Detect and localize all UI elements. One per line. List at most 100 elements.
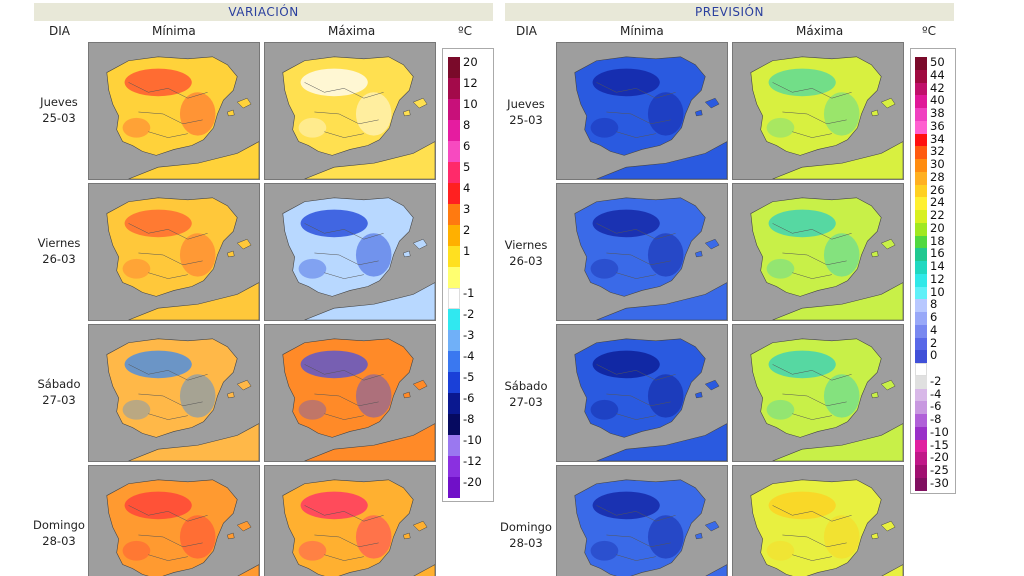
left-maxima-header: Máxima bbox=[328, 24, 376, 38]
prevision-legend: 50 44 42 40 38 36 34 32 30 28 26 24 22 20 18 16 14 12 10 8 6… bbox=[910, 48, 956, 494]
prevision-legend-swatch-24 bbox=[915, 363, 927, 376]
prevision-legend-label-25: -2 bbox=[930, 373, 942, 388]
variacion-legend-label-15: -5 bbox=[463, 370, 475, 384]
prevision-legend-swatch-17 bbox=[915, 273, 927, 287]
map-var-max-day-1 bbox=[264, 183, 436, 321]
prevision-legend-swatch-32 bbox=[915, 465, 927, 478]
prevision-legend-swatch-23 bbox=[915, 350, 927, 363]
prevision-legend-swatch-27 bbox=[915, 401, 927, 414]
prevision-legend-swatch-7 bbox=[915, 146, 927, 159]
prevision-legend-scale: 50 44 42 40 38 36 34 32 30 28 26 24 22 20 18 16 14 12 10 8 6… bbox=[915, 55, 955, 491]
prevision-legend-label-11: 24 bbox=[930, 195, 945, 210]
left-day-label-1: Viernes 26-03 bbox=[37, 236, 81, 266]
prevision-legend-swatch-25 bbox=[915, 375, 927, 389]
prevision-legend-label-2: 42 bbox=[930, 80, 945, 95]
variacion-legend-swatch-14 bbox=[448, 351, 460, 372]
variacion-legend-label-18: -10 bbox=[463, 433, 482, 447]
prevision-legend-label-1: 44 bbox=[930, 67, 945, 82]
prevision-legend-swatch-0 bbox=[915, 57, 927, 70]
variacion-legend-swatch-4 bbox=[448, 141, 460, 162]
right-minima-header: Mínima bbox=[620, 24, 664, 38]
variacion-legend-swatch-12 bbox=[448, 309, 460, 330]
variacion-legend-swatch-5 bbox=[448, 162, 460, 183]
map-var-min-day-3 bbox=[88, 465, 260, 576]
variacion-legend-swatch-19 bbox=[448, 456, 460, 477]
prevision-legend-label-28: -8 bbox=[930, 412, 942, 426]
prevision-legend-swatch-15 bbox=[915, 248, 927, 261]
prevision-legend-swatch-19 bbox=[915, 299, 927, 312]
variacion-legend-scale: 20 12 10 8 6 5 4 3 2 1 -1 -2 -3 -4 -5 -6 -8 -10 -12 -20 bbox=[448, 55, 492, 498]
prevision-legend-label-30: -15 bbox=[930, 437, 949, 452]
prevision-legend-label-26: -4 bbox=[930, 386, 942, 401]
variacion-legend-label-7: 3 bbox=[463, 202, 471, 216]
variacion-legend-swatch-20 bbox=[448, 477, 460, 498]
prevision-legend-label-6: 34 bbox=[930, 131, 945, 146]
prevision-legend-label-18: 10 bbox=[930, 284, 945, 299]
variacion-legend-label-13: -3 bbox=[463, 328, 475, 342]
variacion-title: VARIACIÓN bbox=[34, 3, 493, 21]
prevision-legend-label-4: 38 bbox=[930, 106, 945, 120]
prevision-legend-label-23: 0 bbox=[930, 348, 938, 363]
left-minima-header: Mínima bbox=[152, 24, 196, 38]
map-prev-max-day-2 bbox=[732, 324, 904, 462]
prevision-legend-label-8: 30 bbox=[930, 157, 945, 171]
variacion-legend-label-11: -1 bbox=[463, 286, 475, 300]
prevision-legend-label-13: 20 bbox=[930, 220, 945, 235]
prevision-legend-label-31: -20 bbox=[930, 450, 949, 465]
right-day-label-2: Sábado 27-03 bbox=[504, 379, 548, 409]
variacion-legend-swatch-8 bbox=[448, 225, 460, 246]
variacion-legend-swatch-16 bbox=[448, 393, 460, 414]
prevision-legend-swatch-3 bbox=[915, 95, 927, 108]
map-prev-min-day-1 bbox=[556, 183, 728, 321]
prevision-legend-swatch-30 bbox=[915, 439, 927, 453]
right-dia-header: DIA bbox=[516, 24, 537, 38]
prevision-legend-label-14: 18 bbox=[930, 233, 945, 248]
variacion-legend-label-19: -12 bbox=[463, 454, 482, 468]
right-day-label-1: Viernes 26-03 bbox=[504, 238, 548, 268]
variacion-legend-swatch-9 bbox=[448, 246, 460, 267]
left-unit-header: ºC bbox=[458, 24, 473, 38]
variacion-legend-label-14: -4 bbox=[463, 349, 475, 363]
prevision-legend-label-29: -10 bbox=[930, 424, 949, 439]
right-unit-header: ºC bbox=[922, 24, 937, 38]
prevision-legend-label-19: 8 bbox=[930, 297, 938, 312]
prevision-legend-swatch-31 bbox=[915, 452, 927, 465]
variacion-legend-swatch-3 bbox=[448, 120, 460, 141]
prevision-legend-swatch-12 bbox=[915, 210, 927, 223]
map-prev-max-day-1 bbox=[732, 183, 904, 321]
map-prev-min-day-0 bbox=[556, 42, 728, 180]
prevision-legend-swatch-26 bbox=[915, 388, 927, 402]
prevision-legend-label-12: 22 bbox=[930, 208, 945, 222]
prevision-legend-label-27: -6 bbox=[930, 399, 942, 414]
prevision-legend-label-22: 2 bbox=[930, 335, 938, 350]
variacion-legend-label-2: 10 bbox=[463, 97, 478, 111]
prevision-legend-swatch-8 bbox=[915, 159, 927, 172]
map-prev-max-day-0 bbox=[732, 42, 904, 180]
right-day-label-3: Domingo 28-03 bbox=[500, 520, 552, 550]
prevision-legend-label-0: 50 bbox=[930, 55, 945, 69]
prevision-legend-swatch-20 bbox=[915, 312, 927, 325]
left-day-label-2: Sábado 27-03 bbox=[37, 377, 81, 407]
variacion-legend-label-6: 4 bbox=[463, 181, 471, 195]
variacion-legend-swatch-10 bbox=[448, 267, 460, 288]
prevision-legend-swatch-4 bbox=[915, 108, 927, 121]
left-day-label-0: Jueves 25-03 bbox=[40, 95, 78, 125]
prevision-legend-swatch-33 bbox=[915, 477, 927, 491]
right-maxima-header: Máxima bbox=[796, 24, 844, 38]
prevision-title: PREVISIÓN bbox=[505, 3, 954, 21]
prevision-legend-swatch-2 bbox=[915, 82, 927, 96]
variacion-legend-label-5: 5 bbox=[463, 160, 471, 174]
prevision-legend-swatch-29 bbox=[915, 426, 927, 440]
prevision-legend-swatch-22 bbox=[915, 337, 927, 351]
variacion-legend-label-0: 20 bbox=[463, 55, 478, 69]
prevision-legend-swatch-10 bbox=[915, 184, 927, 198]
prevision-legend-label-10: 26 bbox=[930, 182, 945, 197]
variacion-legend: 20 12 10 8 6 5 4 3 2 1 -1 -2 -3 -4 -5 -6 -8 -10 -12 -20 bbox=[442, 48, 494, 502]
prevision-legend-swatch-5 bbox=[915, 120, 927, 134]
prevision-legend-label-17: 12 bbox=[930, 271, 945, 286]
variacion-legend-label-1: 12 bbox=[463, 76, 478, 90]
variacion-legend-swatch-17 bbox=[448, 414, 460, 435]
prevision-legend-swatch-11 bbox=[915, 197, 927, 210]
prevision-legend-swatch-16 bbox=[915, 261, 927, 274]
map-prev-max-day-3 bbox=[732, 465, 904, 576]
